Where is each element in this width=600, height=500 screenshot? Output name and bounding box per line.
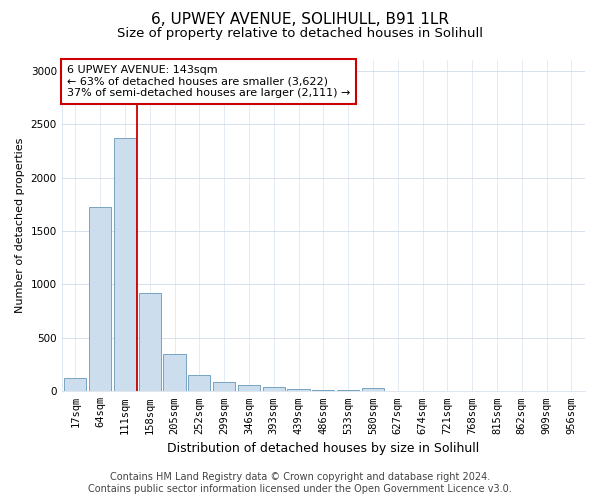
Y-axis label: Number of detached properties: Number of detached properties [15, 138, 25, 314]
Bar [362, 388, 384, 392]
Bar [163, 354, 185, 392]
Bar [64, 378, 86, 392]
X-axis label: Distribution of detached houses by size in Solihull: Distribution of detached houses by size … [167, 442, 479, 455]
Bar [312, 390, 334, 392]
Text: 6, UPWEY AVENUE, SOLIHULL, B91 1LR: 6, UPWEY AVENUE, SOLIHULL, B91 1LR [151, 12, 449, 28]
Bar [188, 374, 211, 392]
Bar [337, 390, 359, 392]
Bar [139, 293, 161, 392]
Text: 6 UPWEY AVENUE: 143sqm
← 63% of detached houses are smaller (3,622)
37% of semi-: 6 UPWEY AVENUE: 143sqm ← 63% of detached… [67, 65, 350, 98]
Bar [238, 386, 260, 392]
Bar [213, 382, 235, 392]
Bar [386, 391, 409, 392]
Bar [287, 389, 310, 392]
Bar [114, 138, 136, 392]
Text: Size of property relative to detached houses in Solihull: Size of property relative to detached ho… [117, 28, 483, 40]
Bar [89, 208, 111, 392]
Bar [263, 387, 285, 392]
Text: Contains HM Land Registry data © Crown copyright and database right 2024.
Contai: Contains HM Land Registry data © Crown c… [88, 472, 512, 494]
